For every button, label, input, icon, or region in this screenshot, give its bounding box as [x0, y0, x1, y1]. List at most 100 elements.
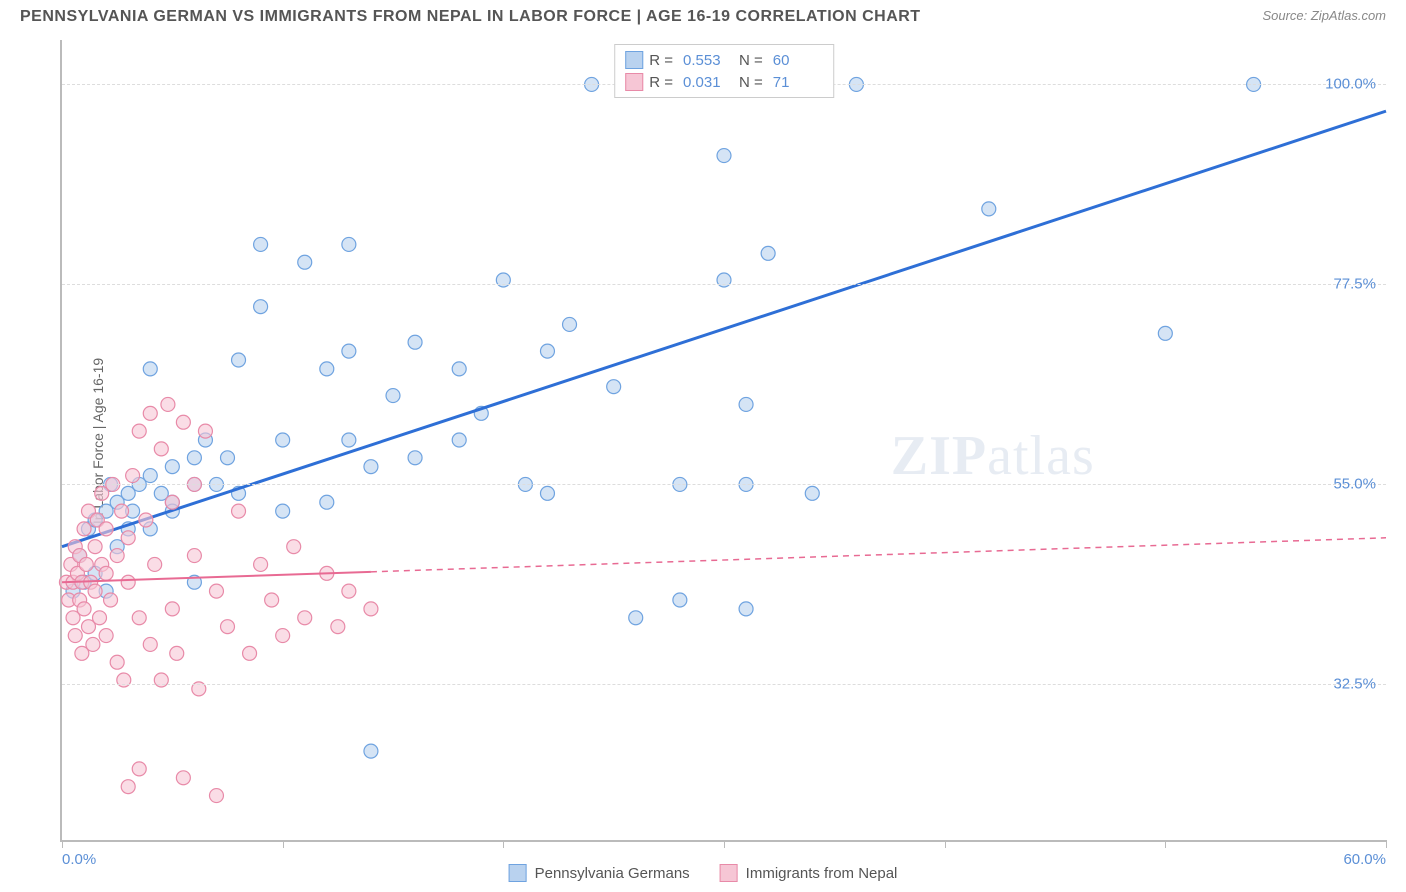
data-point — [320, 495, 334, 509]
data-point — [121, 575, 135, 589]
data-point — [88, 584, 102, 598]
data-point — [982, 202, 996, 216]
data-point — [276, 433, 290, 447]
data-point — [126, 469, 140, 483]
data-point — [452, 362, 466, 376]
data-point — [176, 771, 190, 785]
data-point — [739, 397, 753, 411]
plot-svg — [62, 40, 1386, 840]
data-point — [121, 780, 135, 794]
data-point — [629, 611, 643, 625]
data-point — [165, 495, 179, 509]
data-point — [563, 317, 577, 331]
chart-area: In Labor Force | Age 16-19 R = 0.553 N =… — [50, 40, 1386, 842]
data-point — [99, 522, 113, 536]
data-point — [93, 611, 107, 625]
data-point — [298, 611, 312, 625]
data-point — [79, 557, 93, 571]
y-tick-label: 77.5% — [1333, 276, 1376, 293]
data-point — [408, 335, 422, 349]
x-tick — [283, 840, 284, 848]
legend-item: Immigrants from Nepal — [720, 864, 898, 882]
data-point — [170, 646, 184, 660]
gridline — [62, 484, 1386, 485]
data-point — [121, 531, 135, 545]
data-point — [221, 620, 235, 634]
data-point — [88, 540, 102, 554]
data-point — [209, 584, 223, 598]
data-point — [254, 300, 268, 314]
gridline — [62, 684, 1386, 685]
data-point — [165, 602, 179, 616]
data-point — [298, 255, 312, 269]
data-point — [408, 451, 422, 465]
data-point — [143, 362, 157, 376]
data-point — [77, 522, 91, 536]
legend-item: Pennsylvania Germans — [509, 864, 690, 882]
data-point — [254, 557, 268, 571]
data-point — [115, 504, 129, 518]
data-point — [739, 602, 753, 616]
data-point — [187, 549, 201, 563]
correlation-legend: R = 0.553 N = 60 R = 0.031 N = 71 — [614, 44, 834, 98]
legend-label: Pennsylvania Germans — [535, 865, 690, 882]
data-point — [805, 486, 819, 500]
data-point — [154, 442, 168, 456]
y-tick-label: 32.5% — [1333, 676, 1376, 693]
data-point — [386, 389, 400, 403]
data-point — [364, 602, 378, 616]
data-point — [254, 237, 268, 251]
data-point — [364, 744, 378, 758]
legend-swatch — [625, 51, 643, 69]
data-point — [243, 646, 257, 660]
data-point — [607, 380, 621, 394]
y-tick-label: 100.0% — [1325, 76, 1376, 93]
data-point — [176, 415, 190, 429]
data-point — [265, 593, 279, 607]
data-point — [132, 424, 146, 438]
data-point — [143, 637, 157, 651]
legend-swatch — [509, 864, 527, 882]
data-point — [331, 620, 345, 634]
data-point — [673, 593, 687, 607]
x-tick — [945, 840, 946, 848]
data-point — [143, 469, 157, 483]
data-point — [221, 451, 235, 465]
legend-r-value: 0.031 — [683, 74, 733, 91]
data-point — [232, 504, 246, 518]
data-point — [209, 789, 223, 803]
legend-r-label: R = — [649, 74, 673, 91]
data-point — [161, 397, 175, 411]
data-point — [342, 344, 356, 358]
data-point — [540, 344, 554, 358]
trend-line — [62, 111, 1386, 547]
plot-region: R = 0.553 N = 60 R = 0.031 N = 71 ZIPatl… — [60, 40, 1386, 842]
legend-n-value: 60 — [773, 52, 823, 69]
data-point — [99, 566, 113, 580]
legend-r-value: 0.553 — [683, 52, 733, 69]
data-point — [148, 557, 162, 571]
data-point — [276, 504, 290, 518]
gridline — [62, 284, 1386, 285]
data-point — [143, 406, 157, 420]
data-point — [110, 549, 124, 563]
data-point — [761, 246, 775, 260]
legend-swatch — [720, 864, 738, 882]
source-label: Source: ZipAtlas.com — [1262, 8, 1386, 23]
data-point — [232, 353, 246, 367]
data-point — [717, 149, 731, 163]
data-point — [1158, 326, 1172, 340]
x-tick — [724, 840, 725, 848]
chart-title: PENNSYLVANIA GERMAN VS IMMIGRANTS FROM N… — [20, 8, 921, 26]
data-point — [132, 762, 146, 776]
data-point — [86, 637, 100, 651]
x-tick-label: 0.0% — [62, 851, 96, 868]
data-point — [364, 460, 378, 474]
data-point — [452, 433, 466, 447]
data-point — [132, 611, 146, 625]
data-point — [320, 362, 334, 376]
data-point — [342, 433, 356, 447]
data-point — [139, 513, 153, 527]
data-point — [68, 629, 82, 643]
legend-n-label: N = — [739, 74, 763, 91]
